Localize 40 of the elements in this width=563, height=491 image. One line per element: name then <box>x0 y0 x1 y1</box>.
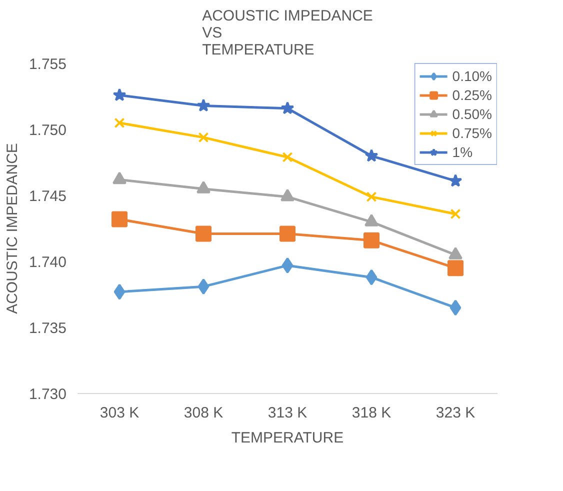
point <box>366 192 377 202</box>
x-tick-label: 323 K <box>436 404 476 422</box>
y-axis-title: ACOUSTIC IMPEDANCE <box>4 143 21 314</box>
point <box>448 260 464 276</box>
x-tick-label: 318 K <box>352 404 392 422</box>
x-tick-label: 313 K <box>268 404 308 422</box>
legend-label: 0.50% <box>452 106 492 122</box>
y-tick-label: 1.740 <box>28 254 67 271</box>
point <box>112 172 126 184</box>
point <box>364 148 378 162</box>
point <box>196 226 212 242</box>
point <box>280 226 296 242</box>
point <box>282 257 294 274</box>
y-tick-label: 1.750 <box>28 122 67 139</box>
y-tick-label: 1.735 <box>28 320 67 337</box>
x-axis-title: TEMPERATURE <box>231 430 344 446</box>
legend-label: 0.10% <box>452 68 492 84</box>
legend-label: 0.75% <box>452 125 492 141</box>
point <box>196 98 210 112</box>
point <box>366 269 378 286</box>
point <box>198 132 209 143</box>
point <box>448 174 462 187</box>
y-tick-label: 1.730 <box>28 386 67 403</box>
point <box>114 284 126 300</box>
point <box>114 118 125 128</box>
point <box>364 232 380 248</box>
y-tick-label: 1.745 <box>28 188 67 205</box>
point <box>450 208 461 220</box>
point <box>280 101 294 114</box>
x-tick-label: 308 K <box>184 404 224 422</box>
legend-label: 1% <box>452 144 473 160</box>
point <box>282 152 293 162</box>
chart-title: ACOUSTIC IMPEDANCE VS TEMPERATURE <box>202 8 373 58</box>
legend-label: 0.25% <box>452 87 492 103</box>
point <box>112 211 128 228</box>
x-tick-label: 303 K <box>100 404 140 422</box>
y-tick-label: 1.755 <box>28 56 67 73</box>
point <box>112 88 126 102</box>
point <box>450 300 462 316</box>
point <box>198 278 210 295</box>
